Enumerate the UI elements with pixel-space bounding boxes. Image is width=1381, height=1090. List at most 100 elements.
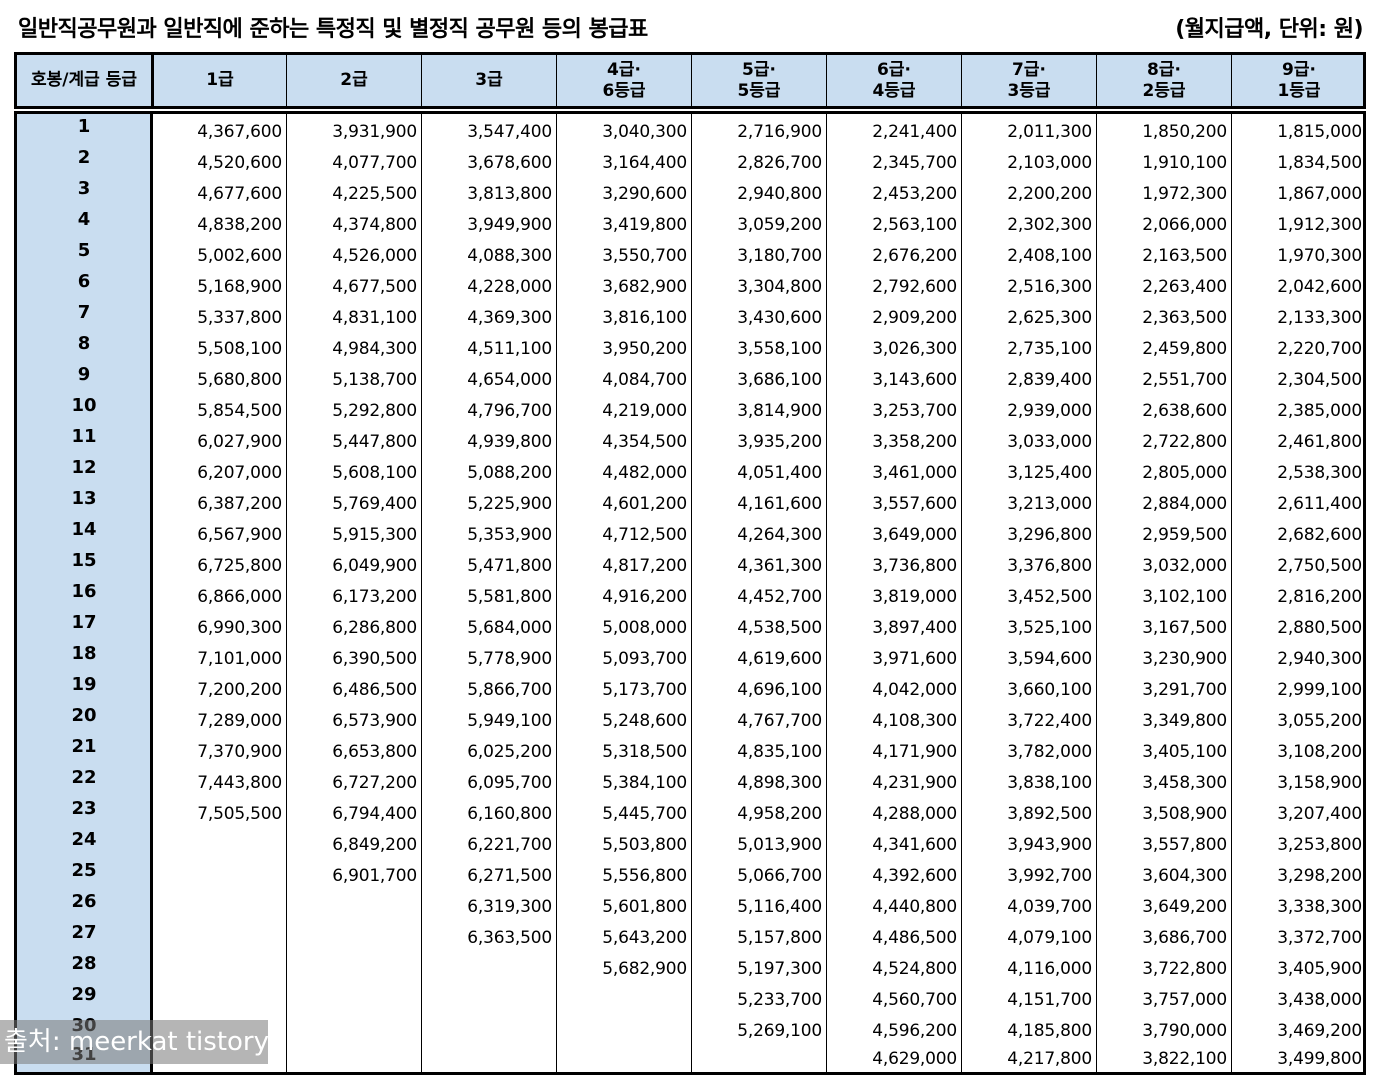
salary-cell: 7,200,200 xyxy=(197,680,282,700)
step-number: 10 xyxy=(71,395,97,416)
salary-cell: 2,263,400 xyxy=(1142,277,1227,297)
salary-cell: 3,108,200 xyxy=(1277,742,1362,762)
salary-cell: 2,909,200 xyxy=(872,308,957,328)
salary-cell: 5,471,800 xyxy=(467,556,552,576)
step-number: 12 xyxy=(71,457,97,478)
salary-cell: 5,778,900 xyxy=(467,649,552,669)
header-grade-1: 1급 xyxy=(151,55,286,106)
step-number: 18 xyxy=(71,643,97,664)
step-number: 14 xyxy=(71,519,97,540)
salary-cell: 5,002,600 xyxy=(197,246,282,266)
salary-cell: 3,499,800 xyxy=(1277,1049,1362,1069)
salary-cell: 4,185,800 xyxy=(1007,1021,1092,1041)
salary-cell: 2,363,500 xyxy=(1142,308,1227,328)
salary-cell: 4,482,000 xyxy=(602,463,687,483)
header-grade-4: 4급· 6등급 xyxy=(556,55,691,106)
column-divider xyxy=(691,114,692,1072)
salary-table-body: 1 2 3 4 5 6 7 8 9 10 11 12 13 14 15 16 17 18 19 20 21 22 23 24 2… xyxy=(14,111,1366,1075)
salary-cell: 4,084,700 xyxy=(602,370,687,390)
salary-cell: 4,231,900 xyxy=(872,773,957,793)
header-grade-4-line: 4급· xyxy=(607,59,641,80)
salary-cell: 5,556,800 xyxy=(602,866,687,886)
salary-cell: 3,992,700 xyxy=(1007,866,1092,886)
salary-cell: 3,757,000 xyxy=(1142,990,1227,1010)
salary-cell: 6,866,000 xyxy=(197,587,282,607)
column-divider xyxy=(1096,114,1097,1072)
header-grade-9-line: 9급· xyxy=(1282,59,1316,80)
step-number: 27 xyxy=(71,922,97,943)
salary-cell: 3,950,200 xyxy=(602,339,687,359)
step-number: 28 xyxy=(71,953,97,974)
salary-cell: 1,867,000 xyxy=(1277,184,1362,204)
header-grade-2-line: 2급 xyxy=(340,70,368,90)
header-step-grade-line: 호봉/계급 등급 xyxy=(31,70,137,90)
header-grade-7: 7급· 3등급 xyxy=(961,55,1096,106)
salary-cell: 4,654,000 xyxy=(467,370,552,390)
salary-cell: 3,943,900 xyxy=(1007,835,1092,855)
header-grade-7-line: 3등급 xyxy=(1007,80,1051,101)
salary-cell: 4,217,800 xyxy=(1007,1049,1092,1069)
salary-cell: 4,288,000 xyxy=(872,804,957,824)
salary-cell: 3,686,700 xyxy=(1142,928,1227,948)
salary-cell: 3,032,000 xyxy=(1142,556,1227,576)
salary-cell: 3,419,800 xyxy=(602,215,687,235)
salary-cell: 3,430,600 xyxy=(737,308,822,328)
salary-cell: 4,452,700 xyxy=(737,587,822,607)
salary-cell: 3,405,900 xyxy=(1277,959,1362,979)
salary-cell: 5,168,900 xyxy=(197,277,282,297)
salary-cell: 4,369,300 xyxy=(467,308,552,328)
salary-cell: 6,095,700 xyxy=(467,773,552,793)
salary-cell: 5,447,800 xyxy=(332,432,417,452)
column-divider xyxy=(150,114,153,1072)
salary-cell: 6,567,900 xyxy=(197,525,282,545)
salary-cell: 3,686,100 xyxy=(737,370,822,390)
salary-cell: 5,643,200 xyxy=(602,928,687,948)
salary-cell: 4,374,800 xyxy=(332,215,417,235)
salary-cell: 3,469,200 xyxy=(1277,1021,1362,1041)
salary-cell: 3,949,900 xyxy=(467,215,552,235)
salary-cell: 4,526,000 xyxy=(332,246,417,266)
header-grade-9-line: 1등급 xyxy=(1277,80,1321,101)
step-number: 7 xyxy=(77,302,91,323)
salary-cell: 2,163,500 xyxy=(1142,246,1227,266)
header-grade-3-line: 3급 xyxy=(475,70,503,90)
salary-cell: 3,167,500 xyxy=(1142,618,1227,638)
salary-cell: 2,940,300 xyxy=(1277,649,1362,669)
salary-cell: 4,831,100 xyxy=(332,308,417,328)
salary-cell: 4,712,500 xyxy=(602,525,687,545)
salary-cell: 3,304,800 xyxy=(737,277,822,297)
salary-cell: 2,200,200 xyxy=(1007,184,1092,204)
salary-cell: 4,225,500 xyxy=(332,184,417,204)
salary-cell: 2,304,500 xyxy=(1277,370,1362,390)
salary-cell: 5,769,400 xyxy=(332,494,417,514)
salary-cell: 2,345,700 xyxy=(872,153,957,173)
salary-cell: 4,486,500 xyxy=(872,928,957,948)
salary-cell: 3,405,100 xyxy=(1142,742,1227,762)
salary-cell: 6,271,500 xyxy=(467,866,552,886)
salary-cell: 6,727,200 xyxy=(332,773,417,793)
salary-cell: 3,438,000 xyxy=(1277,990,1362,1010)
salary-cell: 3,682,900 xyxy=(602,277,687,297)
salary-cell: 3,180,700 xyxy=(737,246,822,266)
salary-cell: 3,349,800 xyxy=(1142,711,1227,731)
salary-cell: 3,143,600 xyxy=(872,370,957,390)
salary-cell: 2,750,500 xyxy=(1277,556,1362,576)
salary-cell: 6,207,000 xyxy=(197,463,282,483)
header-grade-6: 6급· 4등급 xyxy=(826,55,961,106)
salary-cell: 2,839,400 xyxy=(1007,370,1092,390)
salary-cell: 3,358,200 xyxy=(872,432,957,452)
salary-cell: 1,970,300 xyxy=(1277,246,1362,266)
salary-cell: 4,767,700 xyxy=(737,711,822,731)
salary-cell: 1,815,000 xyxy=(1277,122,1362,142)
step-number: 3 xyxy=(77,178,91,199)
salary-cell: 6,363,500 xyxy=(467,928,552,948)
salary-cell: 5,093,700 xyxy=(602,649,687,669)
salary-cell: 4,511,100 xyxy=(467,339,552,359)
salary-cell: 2,826,700 xyxy=(737,153,822,173)
step-number: 23 xyxy=(71,798,97,819)
salary-cell: 2,133,300 xyxy=(1277,308,1362,328)
salary-cell: 2,959,500 xyxy=(1142,525,1227,545)
salary-cell: 3,253,700 xyxy=(872,401,957,421)
salary-cell: 3,207,400 xyxy=(1277,804,1362,824)
step-number: 22 xyxy=(71,767,97,788)
